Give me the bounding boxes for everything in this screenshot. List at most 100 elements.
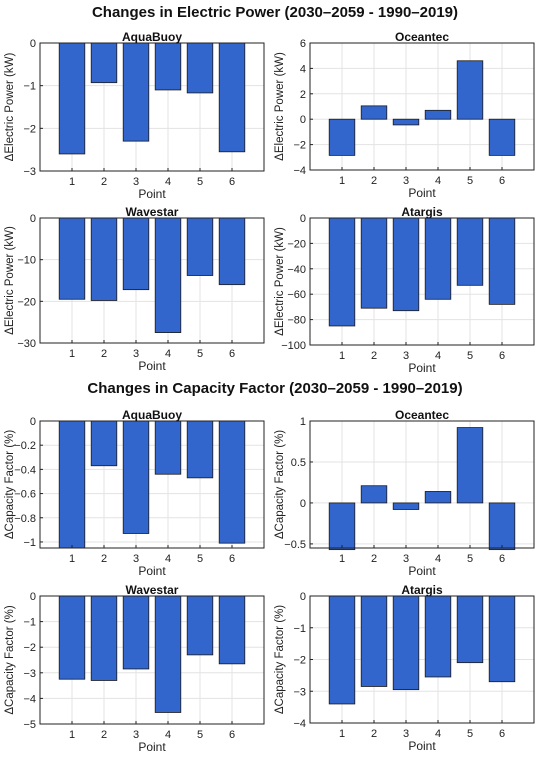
y-tick-label: −2	[293, 140, 306, 152]
x-tick-label: 3	[403, 350, 409, 362]
x-tick-label: 5	[197, 729, 203, 741]
x-tick-label: 6	[499, 175, 505, 187]
x-tick-label: 4	[165, 553, 171, 565]
y-tick-label: −1	[23, 81, 36, 93]
bar-5	[456, 60, 484, 120]
x-tick-label: 6	[229, 348, 235, 360]
axes-frame	[39, 420, 265, 549]
axes-frame	[309, 42, 535, 171]
x-tick-label: 5	[467, 350, 473, 362]
x-tick-label: 1	[69, 348, 75, 360]
y-tick-label: −3	[23, 166, 36, 178]
y-tick-label: −0.8	[14, 513, 36, 525]
x-tick-label: 4	[435, 175, 441, 187]
x-tick-label: 1	[69, 176, 75, 188]
x-axis-label: Point	[408, 739, 436, 753]
bar-6	[488, 595, 516, 683]
y-tick-label: −4	[293, 718, 306, 730]
x-tick-label: 5	[467, 553, 473, 565]
x-tick-label: 1	[339, 175, 345, 187]
panel-title: AquaBuoy	[122, 408, 182, 422]
chart-panel-4: −100 −80 −60 −40 −20 0 1 2 3 4 5 6 Atargis Point ΔElec…	[274, 205, 535, 375]
y-axis-label: ΔCapacity Factor (%)	[4, 430, 16, 539]
y-tick-label: −1	[293, 623, 306, 635]
bar-1	[328, 217, 356, 327]
bar-4	[154, 420, 182, 475]
x-tick-label: 1	[339, 728, 345, 740]
bar-2	[360, 595, 388, 687]
x-tick-label: 5	[197, 553, 203, 565]
chart-panel-8: −4 −3 −2 −1 0 1 2 3 4 5 6 Atargis Point ΔCapacity Fac…	[274, 583, 535, 753]
panel-title: AquaBuoy	[122, 30, 182, 44]
y-tick-label: 6	[300, 38, 306, 50]
x-tick-label: 3	[133, 553, 139, 565]
panel-title: Oceantec	[395, 408, 449, 422]
bar-5	[186, 420, 214, 479]
x-axis-label: Point	[408, 564, 436, 578]
x-tick-label: 5	[197, 176, 203, 188]
y-tick-label: 0	[300, 591, 306, 603]
bar-1	[58, 595, 86, 680]
axes-frame	[309, 217, 535, 346]
x-tick-label: 6	[229, 729, 235, 741]
bar-5	[456, 217, 484, 286]
x-tick-label: 6	[499, 350, 505, 362]
y-tick-label: −2	[293, 655, 306, 667]
x-tick-label: 4	[165, 176, 171, 188]
y-tick-label: 0	[300, 498, 306, 510]
chart-panel-5: −1 −0.8 −0.6 −0.4 −0.2 0 1 2 3 4 5 6 AquaBuoy Point ΔC…	[4, 408, 265, 578]
x-tick-label: 5	[197, 348, 203, 360]
x-tick-label: 4	[435, 553, 441, 565]
x-tick-label: 4	[165, 729, 171, 741]
y-tick-label: −5	[23, 719, 36, 731]
panel-title: Wavestar	[126, 205, 179, 219]
x-tick-label: 4	[435, 728, 441, 740]
bar-2	[360, 485, 388, 504]
bar-2	[360, 105, 388, 120]
bar-3	[392, 217, 420, 312]
chart-panel-2: −4 −2 0 2 4 6 1 2 3 4 5 6 Oceantec Point ΔElectric Pow…	[274, 30, 535, 200]
bar-6	[218, 595, 246, 665]
chart-panel-1: −3 −2 −1 0 1 2 3 4 5 6 AquaBuoy Point ΔElectric Powe…	[4, 30, 265, 201]
x-tick-label: 1	[69, 729, 75, 741]
y-tick-label: 1	[300, 416, 306, 428]
y-tick-label: −60	[287, 289, 306, 301]
panel-title: Wavestar	[126, 583, 179, 597]
x-tick-label: 2	[101, 729, 107, 741]
bar-5	[186, 595, 214, 656]
y-axis-label: ΔElectric Power (kW)	[4, 226, 16, 335]
y-tick-label: 0	[300, 114, 306, 126]
bar-4	[424, 595, 452, 678]
bar-5	[456, 427, 484, 504]
y-tick-label: −3	[23, 668, 36, 680]
y-axis-label: ΔElectric Power (kW)	[4, 53, 16, 162]
y-tick-label: 0	[30, 213, 36, 225]
bar-4	[424, 217, 452, 300]
y-tick-label: 0	[30, 591, 36, 603]
bar-4	[154, 42, 182, 91]
chart-panel-3: −30 −20 −10 0 1 2 3 4 5 6 Wavestar Point ΔElectric P…	[4, 205, 265, 373]
section-title-electric-power: Changes in Electric Power (2030–2059 - 1…	[91, 4, 459, 21]
bar-1	[58, 42, 86, 155]
x-tick-label: 3	[403, 728, 409, 740]
x-tick-label: 1	[339, 553, 345, 565]
y-tick-label: −4	[293, 165, 306, 177]
bar-1	[58, 217, 86, 300]
bar-6	[218, 217, 246, 286]
y-tick-label: −3	[293, 686, 306, 698]
y-tick-label: −0.4	[14, 464, 36, 476]
chart-panel-6: −0.5 0 0.5 1 1 2 3 4 5 6 Oceantec Point ΔCapacity Fa…	[274, 408, 535, 578]
y-tick-label: 2	[300, 89, 306, 101]
y-tick-label: 4	[300, 63, 306, 75]
y-tick-label: 0	[30, 38, 36, 50]
axes-frame	[39, 595, 265, 725]
y-tick-label: −2	[23, 642, 36, 654]
x-axis-label: Point	[408, 186, 436, 200]
y-tick-label: −20	[287, 238, 306, 250]
axes-frame	[309, 420, 535, 549]
x-tick-label: 6	[229, 176, 235, 188]
y-tick-label: 0.5	[291, 457, 306, 469]
x-axis-label: Point	[408, 361, 436, 375]
axes-frame	[39, 217, 265, 344]
